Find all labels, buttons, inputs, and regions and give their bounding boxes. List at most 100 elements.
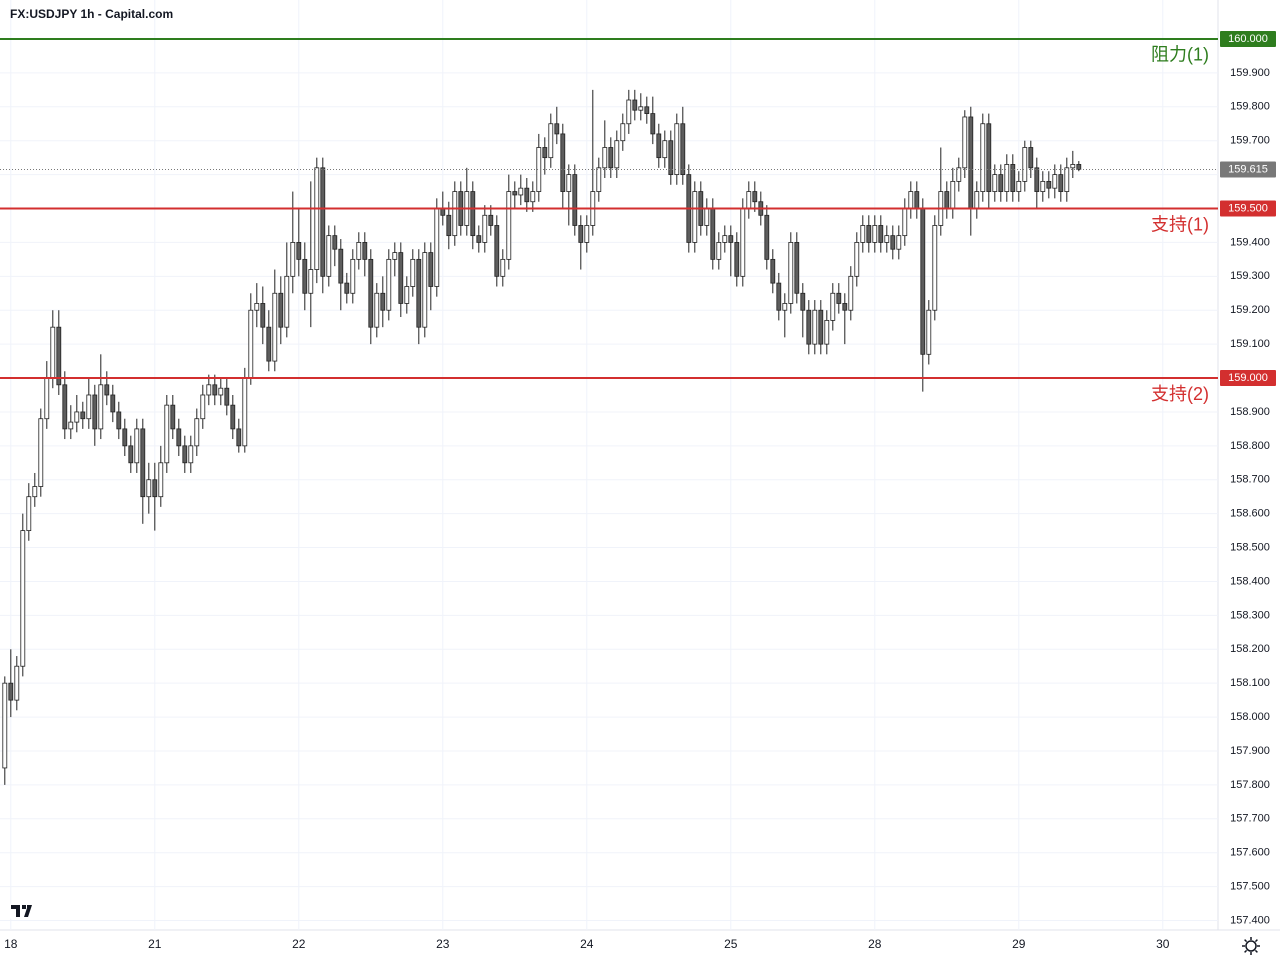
candle-body bbox=[182, 445, 188, 464]
candle-body bbox=[1016, 180, 1022, 192]
x-tick-label: 24 bbox=[580, 937, 594, 951]
candle-body bbox=[1040, 180, 1046, 192]
x-tick-label: 18 bbox=[4, 937, 18, 951]
candle-body bbox=[20, 530, 26, 667]
y-tick-label: 157.600 bbox=[1230, 847, 1270, 859]
candle-body bbox=[128, 445, 134, 464]
x-tick-label: 28 bbox=[868, 937, 882, 951]
candle-body bbox=[1064, 167, 1070, 192]
candle-body bbox=[374, 292, 380, 328]
candle-body bbox=[272, 292, 278, 362]
candle-body bbox=[140, 428, 146, 498]
candle-body bbox=[578, 225, 584, 243]
candle-body bbox=[206, 384, 212, 396]
candle-body bbox=[344, 282, 350, 294]
candle-body bbox=[944, 191, 950, 209]
candle-body bbox=[200, 394, 206, 420]
candle-body bbox=[392, 252, 398, 260]
candle-body bbox=[290, 242, 296, 277]
candle-body bbox=[656, 133, 662, 159]
candle-body bbox=[452, 191, 458, 237]
candle-body bbox=[284, 275, 290, 328]
candle-body bbox=[812, 309, 818, 345]
candle-body bbox=[968, 116, 974, 209]
y-tick-label: 158.100 bbox=[1230, 677, 1270, 689]
candle-body bbox=[224, 387, 230, 406]
candle-body bbox=[170, 404, 176, 430]
axes: 157.400 157.500 157.600 157.700 157.800 157.9… bbox=[4, 30, 1276, 951]
level-tag-label: 159.500 bbox=[1228, 202, 1268, 214]
candle-body bbox=[242, 377, 248, 447]
candle-body bbox=[2, 682, 8, 769]
candle-body bbox=[830, 292, 836, 321]
candle-body bbox=[230, 404, 236, 430]
candle-body bbox=[620, 123, 626, 142]
y-tick-label: 158.800 bbox=[1230, 440, 1270, 452]
candle-body bbox=[254, 303, 260, 311]
y-tick-label: 158.400 bbox=[1230, 575, 1270, 587]
candle-body bbox=[212, 384, 218, 396]
candle-body bbox=[662, 140, 668, 159]
candle-body bbox=[884, 235, 890, 243]
candle-body bbox=[854, 242, 860, 277]
candle-body bbox=[86, 394, 92, 420]
x-tick-label: 30 bbox=[1156, 937, 1170, 951]
candle-body bbox=[608, 147, 614, 169]
y-tick-label: 158.000 bbox=[1230, 711, 1270, 723]
candle-body bbox=[728, 235, 734, 243]
candle-body bbox=[56, 326, 62, 386]
candle-body bbox=[1010, 164, 1016, 192]
candle-body bbox=[848, 275, 854, 311]
candle-body bbox=[746, 191, 752, 209]
candle-body bbox=[890, 235, 896, 250]
candle-body bbox=[530, 191, 536, 203]
candle-body bbox=[950, 180, 956, 209]
candle-body bbox=[14, 665, 20, 701]
candle-body bbox=[398, 252, 404, 304]
y-tick-label: 157.900 bbox=[1230, 745, 1270, 757]
candle-body bbox=[596, 167, 602, 192]
level-name: 支持(1) bbox=[1151, 214, 1209, 234]
candle-body bbox=[110, 394, 116, 413]
candle-body bbox=[74, 411, 80, 423]
candle-body bbox=[164, 404, 170, 464]
candle-body bbox=[782, 303, 788, 311]
candle-body bbox=[404, 286, 410, 304]
candle-body bbox=[626, 99, 632, 125]
level-name: 支持(2) bbox=[1151, 384, 1209, 404]
candle-body bbox=[386, 258, 392, 311]
candle-body bbox=[554, 123, 560, 135]
settings-icon[interactable] bbox=[1242, 937, 1260, 955]
candle-body bbox=[326, 235, 332, 277]
candle-body bbox=[482, 214, 488, 243]
candle-body bbox=[974, 191, 980, 209]
candle-body bbox=[50, 326, 56, 379]
candle-body bbox=[986, 123, 992, 192]
y-tick-label: 159.300 bbox=[1230, 270, 1270, 282]
y-tick-label: 158.300 bbox=[1230, 609, 1270, 621]
y-tick-label: 158.500 bbox=[1230, 541, 1270, 553]
candle-body bbox=[548, 123, 554, 159]
x-tick-label: 21 bbox=[148, 937, 162, 951]
candle-body bbox=[998, 174, 1004, 192]
candle-body bbox=[62, 384, 68, 430]
candle-body bbox=[806, 309, 812, 345]
candle-body bbox=[734, 242, 740, 277]
last-price-label: 159.615 bbox=[1228, 163, 1268, 175]
candle-body bbox=[98, 384, 104, 430]
candle-body bbox=[710, 208, 716, 260]
candle-body bbox=[422, 252, 428, 328]
candle-body bbox=[494, 225, 500, 277]
candle-body bbox=[350, 258, 356, 294]
candle-body bbox=[524, 187, 530, 203]
candle-body bbox=[824, 319, 830, 345]
candle-body bbox=[194, 418, 200, 447]
candle-body bbox=[296, 242, 302, 260]
candle-body bbox=[926, 309, 932, 355]
candle-body bbox=[116, 411, 122, 430]
candle-body bbox=[332, 235, 338, 250]
candle-body bbox=[1052, 174, 1058, 189]
candle-body bbox=[980, 123, 986, 192]
y-tick-label: 158.900 bbox=[1230, 406, 1270, 418]
chart-title: FX:USDJPY 1h - Capital.com bbox=[10, 7, 173, 21]
